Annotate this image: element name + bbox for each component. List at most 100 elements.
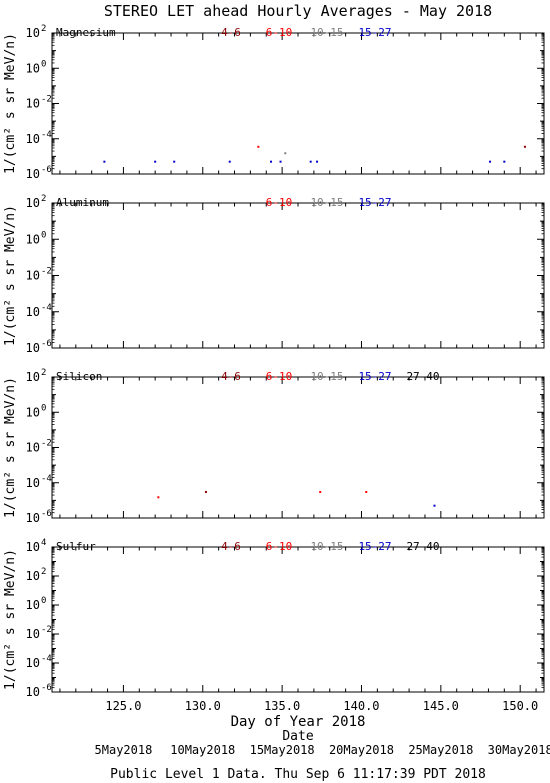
x-tick-label: 135.0 — [264, 699, 300, 713]
y-tick-label: 10 — [26, 370, 40, 384]
y-tick-label: 10 — [26, 26, 40, 40]
y-tick-exponent: -6 — [41, 683, 52, 693]
y-tick-label: 10 — [26, 476, 40, 490]
legend-label-6-10: 6-10 — [266, 540, 293, 553]
legend-label-15-27: 15-27 — [358, 26, 391, 39]
y-tick-label: 10 — [26, 598, 40, 612]
y-tick-label: 10 — [26, 627, 40, 641]
data-point — [284, 152, 287, 155]
data-point — [319, 490, 322, 493]
data-point — [204, 490, 207, 493]
y-tick-label: 10 — [26, 196, 40, 210]
y-axis-title: 1/(cm² s sr MeV/n) — [3, 33, 18, 174]
legend-label-15-27: 15-27 — [358, 196, 391, 209]
y-tick-label: 10 — [26, 540, 40, 554]
legend-label-27-40: 27-40 — [406, 540, 439, 553]
y-tick-label: 10 — [26, 269, 40, 283]
y-axis-title: 1/(cm² s sr MeV/n) — [3, 549, 18, 690]
data-point — [503, 160, 506, 163]
data-point — [257, 145, 260, 148]
legend-label-10-15: 10-15 — [310, 540, 343, 553]
x-tick-label: 130.0 — [185, 699, 221, 713]
y-tick-exponent: 0 — [41, 59, 46, 69]
y-tick-label: 10 — [26, 97, 40, 111]
plot-frame — [51, 376, 545, 519]
legend-label-15-27: 15-27 — [358, 370, 391, 383]
date-label: 25May2018 — [408, 743, 473, 757]
y-tick-exponent: -4 — [41, 474, 52, 484]
data-point — [228, 160, 231, 163]
date-labels: 5May2018 10May2018 15May2018 20May2018 25May… — [95, 743, 550, 757]
legend-label-4-6: 4-6 — [221, 26, 241, 39]
y-tick-label: 10 — [26, 341, 40, 355]
legend-label-6-10: 6-10 — [266, 370, 293, 383]
data-point — [157, 496, 160, 499]
legend-label-4-6: 4-6 — [221, 540, 241, 553]
data-point — [365, 490, 368, 493]
y-tick-label: 10 — [26, 167, 40, 181]
y-tick-exponent: -6 — [41, 165, 52, 175]
plot-frame — [51, 32, 545, 175]
legend-label-4-6: 4-6 — [221, 370, 241, 383]
y-tick-exponent: 2 — [41, 24, 46, 34]
y-tick-exponent: -2 — [41, 95, 52, 105]
y-tick-label: 10 — [26, 569, 40, 583]
legend-label-6-10: 6-10 — [266, 196, 293, 209]
panel-title: Sulfur — [56, 540, 96, 553]
date-row-label: Date — [282, 729, 313, 744]
y-tick-exponent: -2 — [41, 267, 52, 277]
legend-label-10-15: 10-15 — [310, 26, 343, 39]
y-tick-exponent: -2 — [41, 625, 52, 635]
y-tick-label: 10 — [26, 511, 40, 525]
y-tick-label: 10 — [26, 405, 40, 419]
data-point — [173, 160, 176, 163]
date-label: 15May2018 — [250, 743, 315, 757]
y-tick-label: 10 — [26, 132, 40, 146]
y-tick-label: 10 — [26, 685, 40, 699]
x-tick-label: 125.0 — [105, 699, 141, 713]
plot-frame — [51, 546, 545, 693]
panel-title: Silicon — [56, 370, 102, 383]
y-tick-label: 10 — [26, 441, 40, 455]
date-label: 5May2018 — [95, 743, 153, 757]
data-point — [279, 160, 282, 163]
y-tick-label: 10 — [26, 232, 40, 246]
y-tick-exponent: -6 — [41, 339, 52, 349]
data-point — [103, 160, 106, 163]
date-label: 10May2018 — [170, 743, 235, 757]
y-tick-exponent: -4 — [41, 130, 52, 140]
figure-title: STEREO LET ahead Hourly Averages - May 2… — [104, 2, 492, 20]
legend-label-27-40: 27-40 — [406, 370, 439, 383]
y-tick-exponent: 0 — [41, 230, 46, 240]
data-point — [270, 160, 273, 163]
data-point — [154, 160, 157, 163]
y-tick-label: 10 — [26, 656, 40, 670]
data-point — [316, 160, 319, 163]
y-tick-exponent: -4 — [41, 303, 52, 313]
data-point — [523, 145, 526, 148]
x-tick-label: 145.0 — [423, 699, 459, 713]
y-tick-label: 10 — [26, 305, 40, 319]
x-tick-label: 140.0 — [343, 699, 379, 713]
y-axis-title: 1/(cm² s sr MeV/n) — [3, 205, 18, 346]
y-tick-exponent: 0 — [41, 403, 46, 413]
data-point — [489, 160, 492, 163]
plot-frame — [51, 202, 545, 349]
y-tick-exponent: 2 — [41, 567, 46, 577]
y-tick-exponent: -4 — [41, 654, 52, 664]
x-axis: 125.0 130.0 135.0 140.0 145.0 150.0 — [105, 699, 538, 713]
y-tick-exponent: -6 — [41, 509, 52, 519]
data-point — [309, 160, 312, 163]
y-tick-exponent: 4 — [41, 538, 46, 548]
data-point — [433, 504, 436, 507]
x-axis-title: Day of Year 2018 — [231, 714, 366, 730]
date-label: 30May2018 — [488, 743, 550, 757]
panel-title: Aluminum — [56, 196, 109, 209]
legend-label-6-10: 6-10 — [266, 26, 293, 39]
